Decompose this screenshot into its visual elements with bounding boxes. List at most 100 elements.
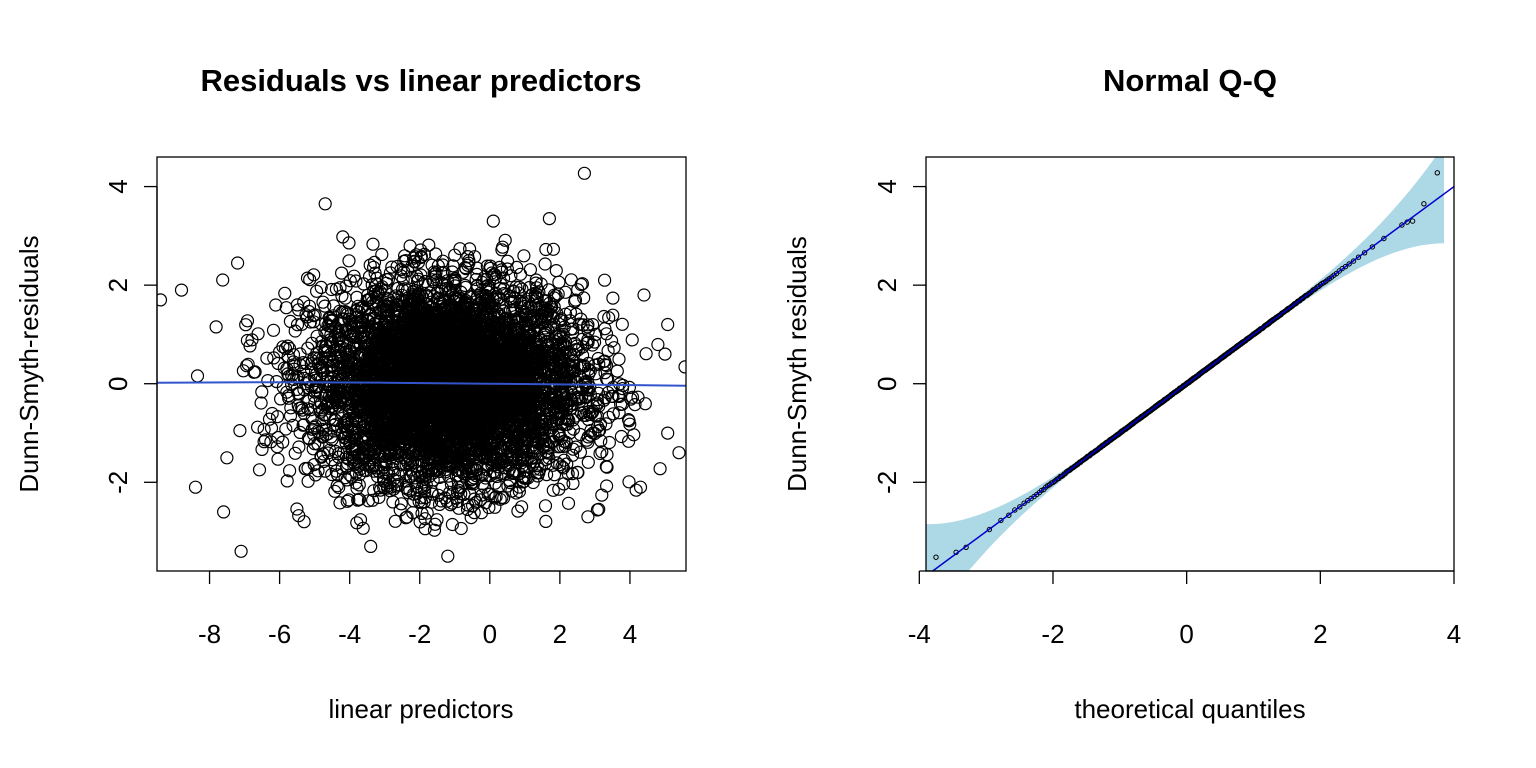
data-point <box>678 360 686 374</box>
data-point <box>467 505 481 520</box>
data-point <box>639 347 653 361</box>
data-point <box>604 334 619 348</box>
data-point <box>581 455 595 469</box>
data-point <box>251 420 265 434</box>
data-point <box>331 468 345 482</box>
data-point <box>383 476 397 490</box>
data-point <box>301 431 316 445</box>
data-point <box>356 521 370 535</box>
data-point <box>343 274 357 288</box>
data-point <box>410 269 424 283</box>
data-point <box>514 297 528 311</box>
data-point <box>614 429 629 444</box>
data-point <box>510 260 524 274</box>
data-point <box>591 424 606 438</box>
data-point <box>209 320 223 334</box>
data-point <box>526 451 540 465</box>
data-point <box>271 356 285 370</box>
data-point <box>581 412 595 426</box>
data-point <box>549 264 563 278</box>
data-point <box>325 394 339 408</box>
data-point <box>613 397 628 411</box>
data-point <box>342 493 356 507</box>
data-point <box>622 380 637 394</box>
data-point <box>220 451 234 465</box>
data-point <box>469 469 483 483</box>
data-point <box>257 435 271 449</box>
data-point <box>216 273 230 287</box>
data-point <box>508 310 522 324</box>
data-point <box>366 237 380 251</box>
data-point <box>606 291 620 305</box>
data-point <box>422 238 436 252</box>
data-point <box>333 496 347 510</box>
data-point <box>419 478 433 492</box>
data-point <box>467 492 481 506</box>
data-point <box>307 420 321 434</box>
data-point <box>514 500 529 514</box>
data-point <box>625 390 640 404</box>
data-point <box>661 426 675 440</box>
data-point <box>483 259 497 273</box>
data-point <box>552 482 566 496</box>
data-point <box>445 265 459 279</box>
data-point <box>318 464 332 478</box>
data-point <box>335 266 349 280</box>
data-point <box>489 270 503 284</box>
data-point <box>269 298 283 312</box>
data-point <box>556 327 571 341</box>
data-point <box>297 418 311 432</box>
data-point <box>375 247 389 262</box>
data-point <box>286 355 301 369</box>
data-point <box>370 469 385 483</box>
data-point <box>489 490 503 504</box>
data-point <box>292 303 306 317</box>
data-point <box>341 392 356 406</box>
data-point <box>293 347 307 361</box>
data-point <box>564 273 578 287</box>
data-point <box>352 478 366 492</box>
data-point <box>283 464 297 478</box>
data-point <box>518 309 533 323</box>
data-point <box>391 478 405 492</box>
data-point <box>600 448 614 462</box>
data-point <box>452 501 466 515</box>
data-point <box>488 491 502 505</box>
data-point <box>631 390 645 404</box>
data-point <box>487 267 501 281</box>
data-point <box>365 290 379 304</box>
data-point <box>451 480 465 494</box>
data-point <box>505 484 519 498</box>
data-point <box>330 358 344 372</box>
data-point <box>558 285 573 299</box>
residuals-vs-linear-predictors-panel: Residuals vs linear predictors linear pr… <box>14 63 687 724</box>
data-point <box>602 435 617 450</box>
data-point <box>551 287 565 301</box>
data-point <box>600 460 614 474</box>
data-point <box>629 483 643 497</box>
data-point <box>353 467 367 482</box>
data-point <box>581 333 595 347</box>
data-point <box>638 397 652 411</box>
data-point <box>357 277 371 291</box>
data-point <box>606 308 620 322</box>
data-point <box>397 254 411 268</box>
data-point <box>307 268 321 282</box>
data-point <box>297 382 311 397</box>
data-point <box>622 475 636 489</box>
data-point <box>367 484 381 498</box>
data-point <box>338 291 352 305</box>
plot-contents <box>157 166 686 563</box>
data-point <box>258 433 273 447</box>
data-point <box>303 273 317 287</box>
data-point <box>547 468 562 482</box>
data-point <box>432 470 447 484</box>
data-point <box>544 320 558 334</box>
data-point <box>470 279 484 293</box>
data-point <box>351 493 365 507</box>
data-point <box>280 474 294 488</box>
data-point <box>190 369 205 383</box>
data-point <box>388 514 402 528</box>
data-point <box>511 504 525 518</box>
data-point <box>565 326 580 340</box>
